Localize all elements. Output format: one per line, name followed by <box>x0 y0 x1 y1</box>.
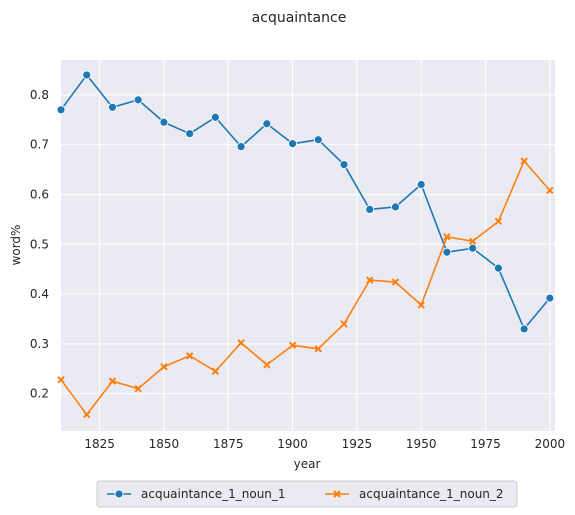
data-point <box>469 244 477 252</box>
legend-label: acquaintance_1_noun_2 <box>359 487 504 501</box>
data-point <box>289 140 297 148</box>
y-tick-label: 0.7 <box>30 138 49 152</box>
chart-title: acquaintance <box>252 10 347 26</box>
data-point <box>314 136 322 144</box>
legend-label: acquaintance_1_noun_1 <box>141 487 286 501</box>
data-point <box>546 294 554 302</box>
x-tick-label: 1925 <box>342 437 373 451</box>
data-point <box>134 96 142 104</box>
plot-area <box>61 60 555 431</box>
data-point <box>237 143 245 151</box>
y-tick-label: 0.3 <box>30 337 49 351</box>
x-tick-label: 1825 <box>84 437 115 451</box>
data-point <box>366 205 374 213</box>
x-tick-label: 1900 <box>277 437 308 451</box>
data-point <box>186 130 194 138</box>
data-point <box>83 71 91 79</box>
data-point <box>160 118 168 126</box>
y-axis-label: word% <box>9 225 23 266</box>
legend: acquaintance_1_noun_1 acquaintance_1_noun… <box>97 481 517 507</box>
x-tick-label: 1850 <box>149 437 180 451</box>
x-tick-label: 1950 <box>406 437 437 451</box>
legend-marker <box>115 490 123 498</box>
data-point <box>417 180 425 188</box>
x-tick-labels: 1825 1850 1875 1900 1925 1950 1975 2000 <box>84 437 565 451</box>
data-point <box>391 203 399 211</box>
x-axis-label: year <box>294 457 321 471</box>
data-point <box>263 120 271 128</box>
data-point <box>108 103 116 111</box>
x-tick-label: 1975 <box>470 437 501 451</box>
y-tick-label: 0.4 <box>30 287 49 301</box>
y-tick-labels: 0.2 0.3 0.4 0.5 0.6 0.7 0.8 <box>30 88 49 401</box>
data-point <box>443 248 451 256</box>
y-tick-label: 0.8 <box>30 88 49 102</box>
data-point <box>57 106 65 114</box>
data-point <box>211 113 219 121</box>
data-point <box>494 264 502 272</box>
y-tick-label: 0.6 <box>30 187 49 201</box>
x-tick-label: 1875 <box>213 437 244 451</box>
x-tick-label: 2000 <box>535 437 566 451</box>
y-tick-label: 0.5 <box>30 237 49 251</box>
y-tick-label: 0.2 <box>30 387 49 401</box>
data-point <box>340 161 348 169</box>
data-point <box>520 325 528 333</box>
